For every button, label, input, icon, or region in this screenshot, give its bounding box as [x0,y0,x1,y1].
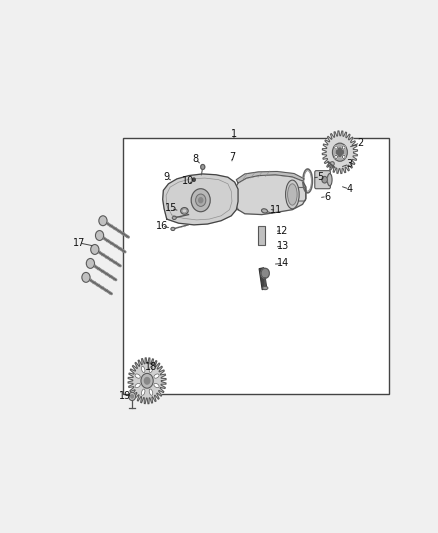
Circle shape [261,268,269,278]
Ellipse shape [149,366,153,373]
Text: 10: 10 [182,175,194,185]
Ellipse shape [141,366,145,373]
Text: 16: 16 [155,221,168,231]
Bar [258,225,265,245]
Ellipse shape [154,374,159,378]
Circle shape [95,231,104,240]
Ellipse shape [328,161,334,167]
Circle shape [191,189,210,212]
Ellipse shape [262,286,268,290]
Circle shape [145,377,150,384]
Ellipse shape [149,389,153,395]
Bar [259,268,267,290]
Polygon shape [237,172,304,183]
Text: 1: 1 [231,129,237,139]
Text: 15: 15 [165,204,177,213]
Ellipse shape [288,184,297,205]
Circle shape [193,178,195,181]
Text: 3: 3 [346,159,353,169]
Ellipse shape [135,374,140,378]
Text: 8: 8 [193,154,199,164]
Circle shape [129,392,135,400]
Ellipse shape [135,383,140,387]
Circle shape [199,198,203,203]
Bar [123,138,389,394]
Circle shape [91,245,99,254]
Circle shape [322,176,327,183]
Text: 13: 13 [277,241,290,251]
Circle shape [196,194,206,206]
Ellipse shape [171,227,175,231]
Text: 19: 19 [119,391,131,401]
Text: 5: 5 [317,172,323,182]
Circle shape [201,165,205,169]
Circle shape [86,259,95,268]
FancyBboxPatch shape [315,171,330,189]
Circle shape [131,395,134,398]
Text: 17: 17 [73,238,85,248]
Polygon shape [235,175,306,215]
Polygon shape [162,174,238,225]
Polygon shape [322,131,357,174]
Circle shape [335,155,337,158]
Ellipse shape [172,216,176,220]
Circle shape [343,155,345,158]
Ellipse shape [261,209,268,213]
Circle shape [141,374,153,388]
Circle shape [99,216,107,225]
Ellipse shape [154,383,159,387]
Text: 9: 9 [163,172,169,182]
Ellipse shape [141,389,145,395]
Text: 4: 4 [346,184,353,194]
Text: 18: 18 [145,362,158,372]
Circle shape [82,272,90,282]
Ellipse shape [327,174,332,186]
Text: 7: 7 [229,152,235,161]
Text: 14: 14 [277,259,290,269]
Text: 2: 2 [357,138,364,148]
Polygon shape [128,358,166,404]
Text: 12: 12 [276,225,289,236]
Text: 6: 6 [324,191,330,201]
Circle shape [343,146,345,149]
Circle shape [332,143,347,161]
Circle shape [336,148,343,156]
Text: 11: 11 [270,205,283,215]
Circle shape [335,146,337,149]
Ellipse shape [286,180,299,209]
